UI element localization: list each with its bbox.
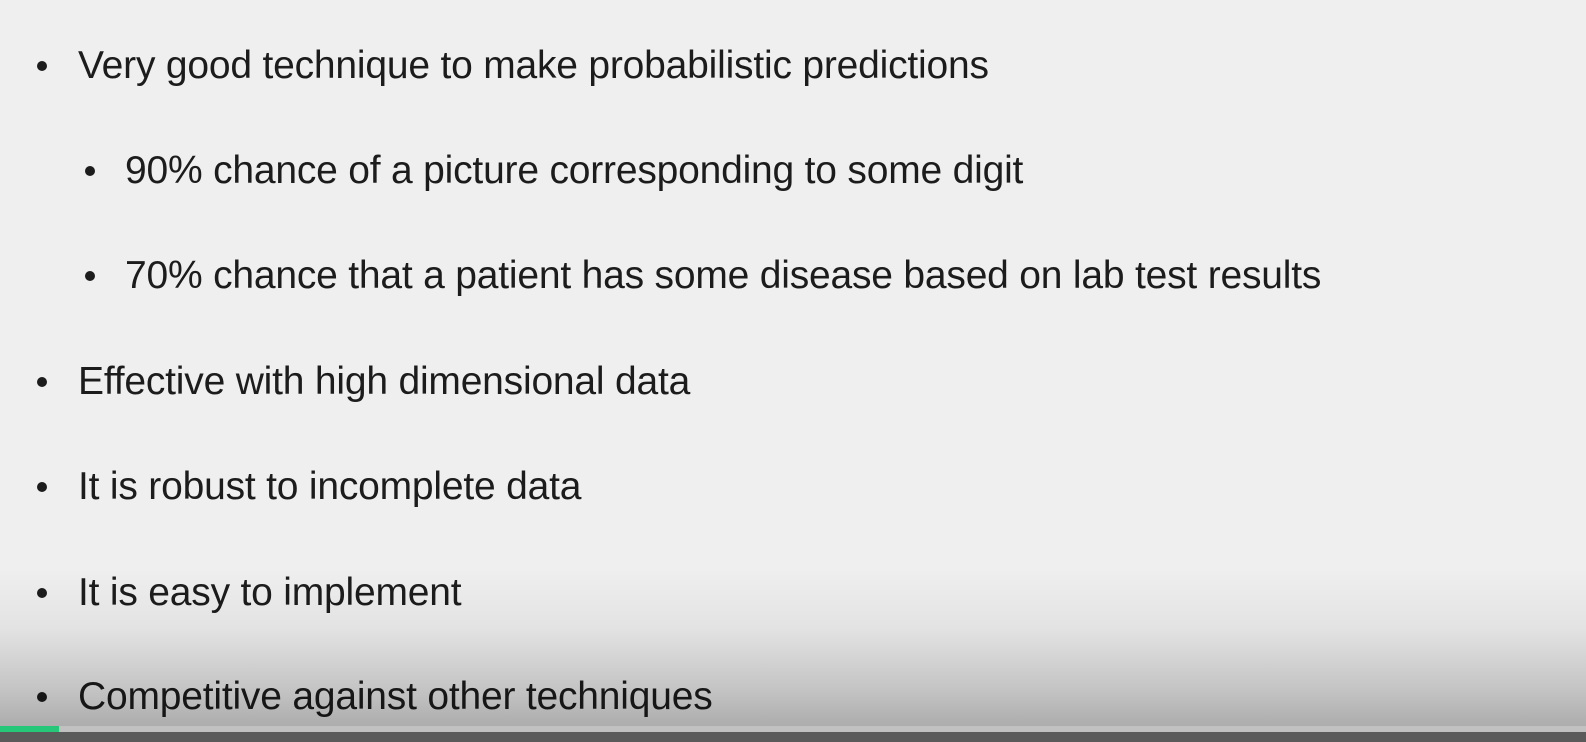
player-bottom-strip — [0, 732, 1586, 742]
bullet-text: Competitive against other techniques — [78, 675, 713, 718]
bullet-dot-icon — [85, 271, 95, 281]
bullet-text: It is robust to incomplete data — [78, 465, 582, 508]
bullet-text: 90% chance of a picture corresponding to… — [125, 149, 1024, 192]
bullet-dot-icon — [37, 61, 47, 71]
bullet-text: It is easy to implement — [78, 571, 462, 614]
video-progress-bar[interactable] — [0, 726, 1586, 732]
bullet-dot-icon — [37, 692, 47, 702]
bullet-text: Very good technique to make probabilisti… — [78, 44, 989, 87]
bullet-dot-icon — [37, 377, 47, 387]
bullet-dot-icon — [37, 588, 47, 598]
bullet-dot-icon — [85, 166, 95, 176]
bullet-text: Effective with high dimensional data — [78, 360, 691, 403]
bullet-text: 70% chance that a patient has some disea… — [125, 254, 1322, 297]
bullet-dot-icon — [37, 482, 47, 492]
video-progress-played — [0, 726, 59, 732]
